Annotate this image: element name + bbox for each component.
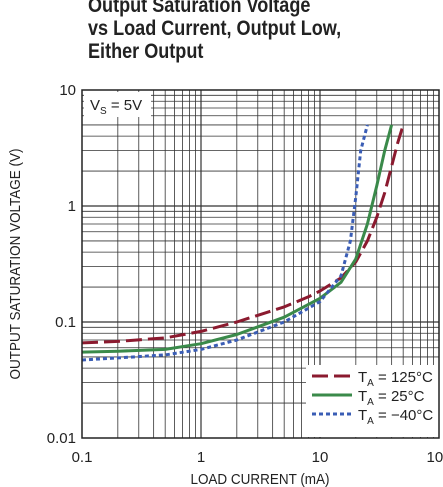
legend-label-3: TA = −40°C <box>358 407 433 427</box>
legend: TA = 125°CTA = 25°CTA = −40°C <box>306 365 439 437</box>
legend-label-1: TA = 125°C <box>358 369 433 389</box>
supply-voltage-annotation: VS = 5V <box>90 97 142 117</box>
y-tick-label: 1 <box>68 198 76 215</box>
x-tick-label: 10 <box>312 449 329 466</box>
tick-labels: 0.1 1 10 100 0.01 0.1 1 10 <box>47 82 443 466</box>
title-line-3: Either Output <box>88 40 204 63</box>
series-lines <box>81 124 405 362</box>
title-line-2: vs Load Current, Output Low, <box>88 17 342 40</box>
x-axis-label: LOAD CURRENT (mA) <box>190 471 329 487</box>
annotation-main: V <box>90 97 100 114</box>
x-tick-label: 100 <box>426 449 443 466</box>
legend-label-2: TA = 25°C <box>358 388 425 408</box>
x-tick-label: 0.1 <box>72 449 93 466</box>
y-tick-label: 0.01 <box>47 430 76 447</box>
series-line-1 <box>81 124 405 345</box>
annotation-background <box>84 92 151 117</box>
annotation-rest: = 5V <box>107 97 142 114</box>
y-axis-label: OUTPUT SATURATION VOLTAGE (V) <box>7 149 24 380</box>
series-line-3 <box>81 124 369 362</box>
y-tick-label: 0.1 <box>55 314 76 331</box>
chart-title: Output Saturation Voltage vs Load Curren… <box>88 0 438 63</box>
y-tick-label: 10 <box>59 82 76 99</box>
title-line-1: Output Saturation Voltage <box>88 0 311 17</box>
annotation-sub: S <box>100 106 107 117</box>
plot-frame <box>81 89 440 439</box>
series-line-2 <box>81 124 394 354</box>
legend-background <box>306 365 439 437</box>
x-tick-label: 1 <box>197 449 205 466</box>
